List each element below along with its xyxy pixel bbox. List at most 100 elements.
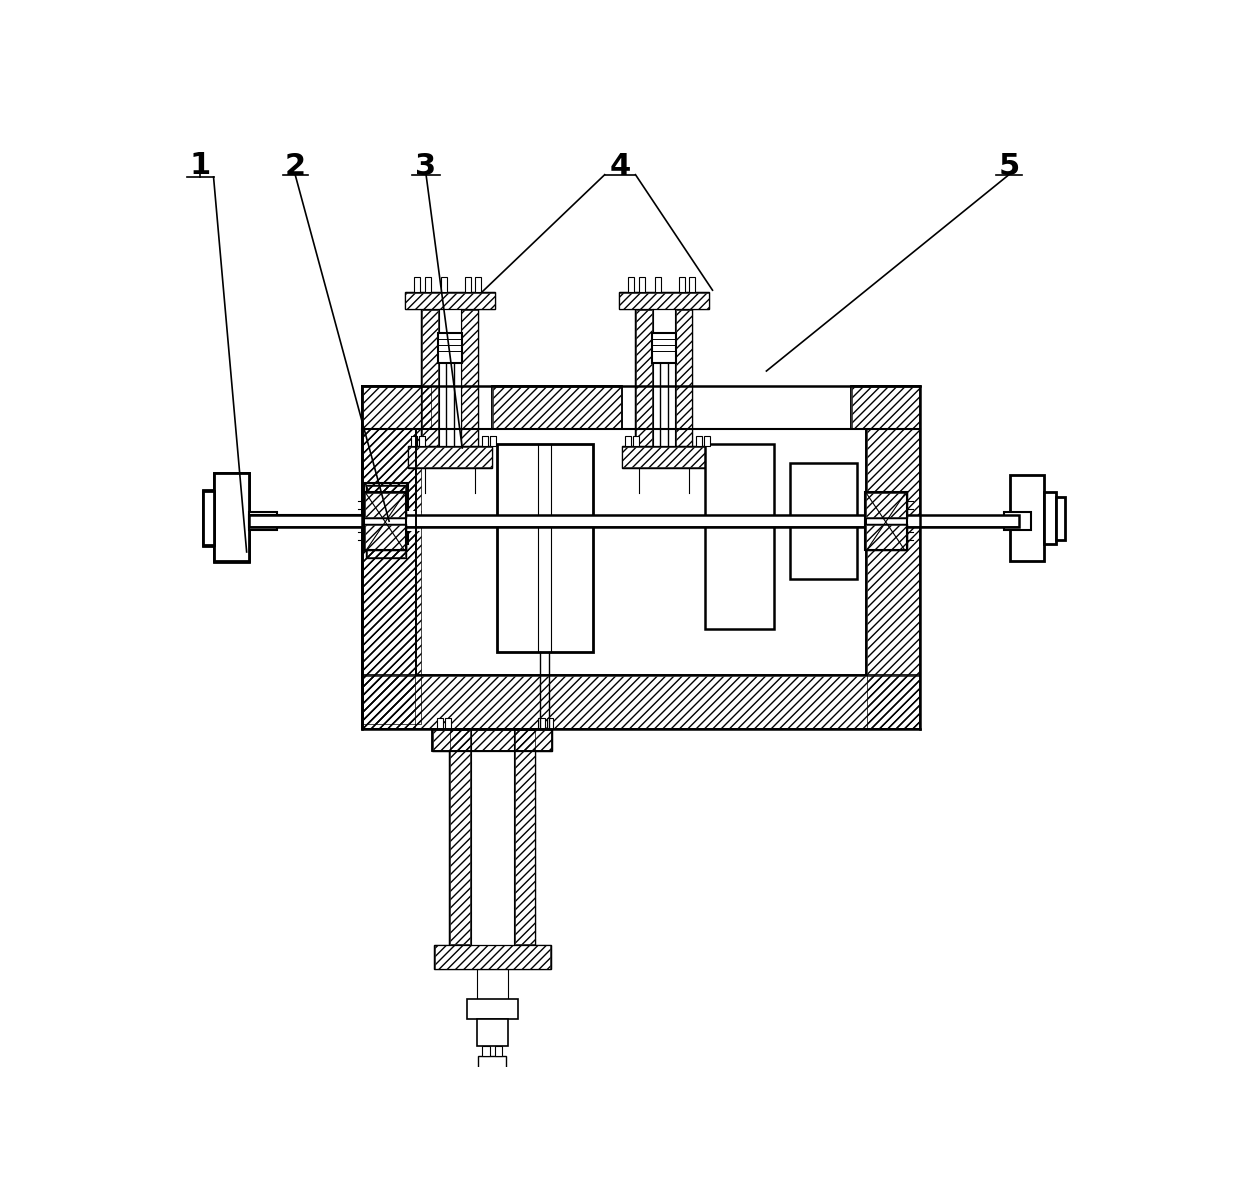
Bar bbox=[492, 386, 621, 429]
Bar bbox=[362, 675, 920, 729]
Bar bbox=[515, 730, 534, 944]
Bar bbox=[1056, 496, 1065, 540]
Bar bbox=[704, 435, 711, 446]
Bar bbox=[495, 1046, 502, 1056]
Bar bbox=[366, 484, 405, 513]
Bar bbox=[867, 387, 920, 728]
Bar bbox=[366, 525, 405, 549]
Bar bbox=[497, 444, 593, 652]
Bar bbox=[1009, 475, 1044, 561]
Bar bbox=[422, 311, 439, 446]
Bar bbox=[675, 309, 692, 446]
Bar bbox=[363, 387, 415, 728]
Bar bbox=[365, 524, 405, 550]
Text: 2: 2 bbox=[285, 152, 306, 181]
Bar bbox=[492, 386, 621, 429]
Bar bbox=[653, 309, 675, 446]
Bar bbox=[203, 490, 213, 546]
Bar bbox=[362, 386, 432, 429]
Bar bbox=[866, 524, 906, 550]
Bar bbox=[249, 512, 277, 530]
Bar bbox=[676, 311, 692, 446]
Bar bbox=[461, 309, 479, 446]
Bar bbox=[365, 483, 408, 543]
Bar bbox=[547, 718, 553, 729]
Bar bbox=[678, 277, 684, 293]
Bar bbox=[639, 277, 645, 293]
Bar bbox=[688, 277, 694, 293]
Bar bbox=[465, 277, 471, 293]
Bar bbox=[434, 945, 551, 969]
Bar bbox=[249, 516, 378, 528]
Bar bbox=[866, 492, 906, 518]
Bar bbox=[434, 946, 551, 969]
Bar bbox=[866, 492, 906, 550]
Bar bbox=[433, 729, 552, 751]
Bar bbox=[249, 516, 1019, 528]
Bar bbox=[404, 293, 495, 309]
Bar bbox=[213, 474, 249, 562]
Bar bbox=[362, 386, 417, 729]
Bar bbox=[419, 435, 425, 446]
Bar bbox=[490, 435, 496, 446]
Bar bbox=[408, 447, 491, 468]
Bar bbox=[365, 524, 405, 550]
Bar bbox=[634, 435, 640, 446]
Bar bbox=[363, 387, 430, 428]
Bar bbox=[867, 386, 920, 729]
Bar bbox=[422, 309, 439, 446]
Bar bbox=[449, 729, 471, 945]
Text: 3: 3 bbox=[415, 152, 436, 181]
Bar bbox=[867, 386, 920, 729]
Bar bbox=[696, 435, 702, 446]
Bar bbox=[621, 446, 707, 468]
Bar bbox=[866, 524, 906, 550]
Bar bbox=[675, 309, 692, 446]
Bar bbox=[621, 446, 707, 468]
Bar bbox=[414, 277, 420, 293]
Bar bbox=[622, 447, 706, 468]
Bar bbox=[433, 730, 552, 749]
Bar bbox=[408, 446, 492, 468]
Bar bbox=[619, 293, 709, 309]
Bar bbox=[366, 493, 405, 517]
Bar bbox=[410, 435, 417, 446]
Bar bbox=[790, 464, 857, 579]
Bar bbox=[367, 486, 405, 512]
Bar bbox=[363, 676, 920, 728]
Bar bbox=[433, 729, 552, 751]
Bar bbox=[471, 729, 513, 945]
Bar bbox=[363, 387, 422, 724]
Bar bbox=[422, 309, 439, 446]
Bar bbox=[655, 277, 661, 293]
Bar bbox=[366, 530, 405, 559]
Bar bbox=[851, 386, 920, 429]
Bar bbox=[450, 730, 470, 944]
Bar bbox=[362, 386, 422, 725]
Bar bbox=[627, 277, 634, 293]
Bar bbox=[475, 277, 481, 293]
Bar bbox=[436, 718, 443, 729]
Bar bbox=[625, 435, 631, 446]
Bar bbox=[652, 332, 676, 363]
Bar bbox=[851, 386, 920, 429]
Bar bbox=[852, 387, 920, 428]
Bar bbox=[635, 309, 653, 446]
Bar bbox=[417, 386, 867, 675]
Bar bbox=[366, 530, 405, 559]
Bar bbox=[445, 718, 451, 729]
Bar bbox=[481, 435, 487, 446]
Bar bbox=[479, 1056, 506, 1073]
Bar bbox=[363, 511, 420, 531]
Text: 5: 5 bbox=[998, 152, 1019, 181]
Bar bbox=[619, 293, 709, 309]
Bar bbox=[467, 999, 517, 1019]
Text: 4: 4 bbox=[610, 152, 631, 181]
Bar bbox=[704, 444, 774, 629]
Bar bbox=[365, 492, 405, 550]
Bar bbox=[433, 729, 552, 751]
Bar bbox=[619, 294, 708, 308]
Bar bbox=[449, 729, 471, 945]
Bar bbox=[362, 386, 422, 725]
Bar bbox=[438, 332, 463, 363]
